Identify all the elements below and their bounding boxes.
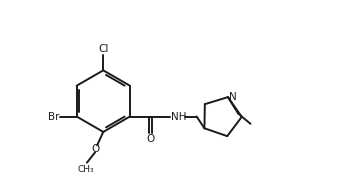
Text: NH: NH xyxy=(171,112,187,122)
Text: Cl: Cl xyxy=(98,45,108,55)
Text: O: O xyxy=(91,144,99,154)
Text: CH₃: CH₃ xyxy=(78,165,94,174)
Text: Br: Br xyxy=(48,112,60,122)
Text: N: N xyxy=(229,92,237,102)
Text: O: O xyxy=(146,134,155,144)
